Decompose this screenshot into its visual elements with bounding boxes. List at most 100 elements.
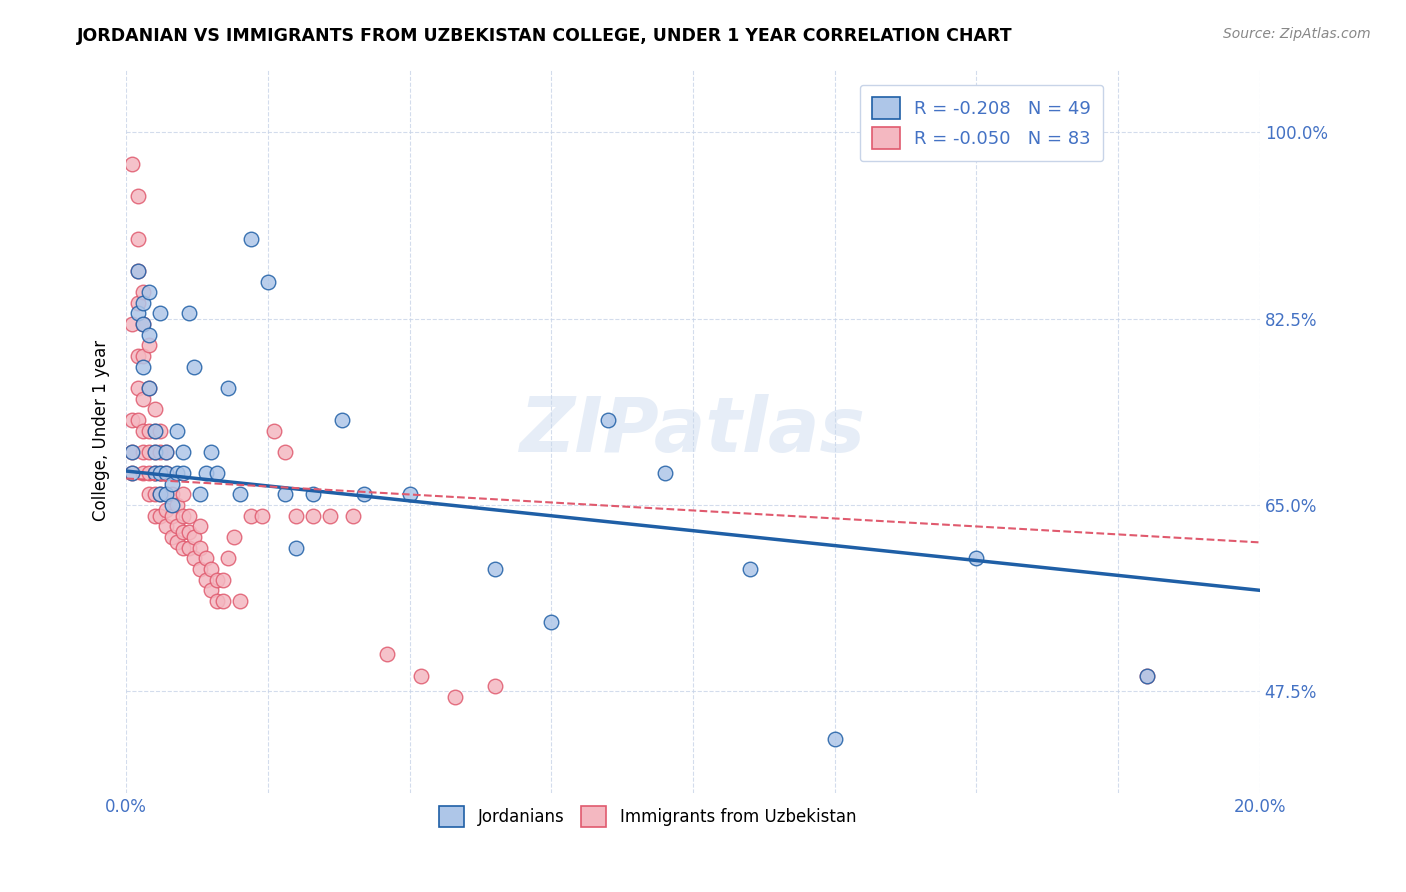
Point xyxy=(330,413,353,427)
Point xyxy=(285,508,308,523)
Text: JORDANIAN VS IMMIGRANTS FROM UZBEKISTAN COLLEGE, UNDER 1 YEAR CORRELATION CHART: JORDANIAN VS IMMIGRANTS FROM UZBEKISTAN … xyxy=(77,27,1012,45)
Point xyxy=(217,551,239,566)
Point xyxy=(138,381,160,395)
Point xyxy=(166,498,188,512)
Point xyxy=(121,157,143,171)
Point xyxy=(302,487,325,501)
Point xyxy=(211,594,233,608)
Point xyxy=(177,524,200,539)
Point xyxy=(194,466,217,480)
Point xyxy=(127,349,149,363)
Point xyxy=(138,381,160,395)
Point xyxy=(138,445,160,459)
Point xyxy=(353,487,375,501)
Point xyxy=(132,445,155,459)
Point xyxy=(177,541,200,555)
Point xyxy=(143,402,166,417)
Point xyxy=(149,306,172,320)
Point xyxy=(127,264,149,278)
Point xyxy=(172,487,194,501)
Point xyxy=(132,466,155,480)
Point xyxy=(143,445,166,459)
Point xyxy=(228,594,250,608)
Point xyxy=(138,327,160,342)
Point xyxy=(172,466,194,480)
Point xyxy=(155,445,177,459)
Point xyxy=(143,487,166,501)
Point xyxy=(540,615,562,630)
Point xyxy=(143,424,166,438)
Point xyxy=(398,487,420,501)
Point xyxy=(200,445,222,459)
Point xyxy=(127,413,149,427)
Point xyxy=(143,466,166,480)
Point xyxy=(155,445,177,459)
Point xyxy=(274,445,297,459)
Point xyxy=(160,530,183,544)
Point xyxy=(194,551,217,566)
Point xyxy=(160,508,183,523)
Point xyxy=(155,503,177,517)
Point xyxy=(127,189,149,203)
Point xyxy=(143,424,166,438)
Point xyxy=(149,445,172,459)
Point xyxy=(200,583,222,598)
Point xyxy=(155,487,177,501)
Point xyxy=(149,487,172,501)
Point xyxy=(143,508,166,523)
Point xyxy=(172,445,194,459)
Point xyxy=(132,317,155,331)
Point xyxy=(138,424,160,438)
Point xyxy=(138,285,160,300)
Point xyxy=(132,285,155,300)
Point xyxy=(132,349,155,363)
Point xyxy=(183,530,205,544)
Point xyxy=(177,508,200,523)
Point xyxy=(149,466,172,480)
Point xyxy=(127,381,149,395)
Point xyxy=(257,275,280,289)
Point xyxy=(302,508,325,523)
Point xyxy=(149,424,172,438)
Point xyxy=(263,424,285,438)
Legend: Jordanians, Immigrants from Uzbekistan: Jordanians, Immigrants from Uzbekistan xyxy=(432,798,865,835)
Point xyxy=(319,508,342,523)
Point xyxy=(188,519,211,533)
Point xyxy=(143,466,166,480)
Point xyxy=(188,541,211,555)
Point xyxy=(132,295,155,310)
Point xyxy=(375,647,398,661)
Point xyxy=(155,466,177,480)
Point xyxy=(121,413,143,427)
Point xyxy=(172,541,194,555)
Text: ZIPatlas: ZIPatlas xyxy=(520,393,866,467)
Point xyxy=(127,295,149,310)
Point xyxy=(138,487,160,501)
Point xyxy=(166,424,188,438)
Point xyxy=(155,466,177,480)
Point xyxy=(183,359,205,374)
Point xyxy=(149,466,172,480)
Point xyxy=(138,338,160,352)
Point xyxy=(285,541,308,555)
Point xyxy=(409,668,432,682)
Point xyxy=(444,690,467,704)
Point xyxy=(194,573,217,587)
Point xyxy=(824,732,846,747)
Point xyxy=(205,466,228,480)
Point xyxy=(205,594,228,608)
Point xyxy=(596,413,619,427)
Point xyxy=(149,487,172,501)
Point xyxy=(132,317,155,331)
Point xyxy=(132,424,155,438)
Point xyxy=(966,551,988,566)
Point xyxy=(188,562,211,576)
Point xyxy=(143,445,166,459)
Point xyxy=(484,679,506,693)
Point xyxy=(121,445,143,459)
Y-axis label: College, Under 1 year: College, Under 1 year xyxy=(93,340,110,521)
Point xyxy=(252,508,274,523)
Point xyxy=(121,466,143,480)
Point xyxy=(166,519,188,533)
Point xyxy=(127,264,149,278)
